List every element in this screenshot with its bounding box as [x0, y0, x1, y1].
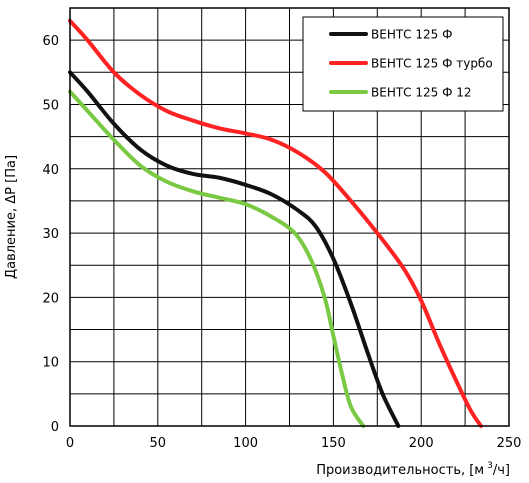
x-axis-label-superscript: 3: [487, 461, 493, 471]
x-tick-label: 200: [409, 436, 434, 451]
x-tick-label: 50: [150, 436, 167, 451]
plot-frame: [69, 7, 510, 427]
y-tick-label: 30: [42, 227, 59, 242]
y-tick-label: 50: [42, 98, 59, 113]
legend-label: ВЕНТС 125 Ф турбо: [371, 57, 493, 71]
y-tick-label: 20: [42, 291, 59, 306]
x-tick-label: 100: [233, 436, 258, 451]
legend-entries: ВЕНТС 125 Ф ВЕНТС 125 Ф турбо ВЕНТС 125 Ф …: [329, 28, 493, 100]
y-tick-label: 0: [51, 420, 59, 435]
series-line-vents-125-f-12: [68, 89, 366, 428]
x-axis-label-main: Производительность, [м: [316, 463, 484, 478]
legend-label: ВЕНТС 125 Ф: [371, 28, 452, 42]
x-tick-label: 150: [321, 436, 346, 451]
x-tick-label: 250: [497, 436, 522, 451]
x-axis-label: Производительность, [м 3/ч]: [316, 461, 510, 478]
x-tick-label: 0: [66, 436, 74, 451]
y-tick-label: 10: [42, 356, 59, 371]
series-line-vents-125-f-turbo: [68, 18, 483, 428]
tick-labels: 0 50 100 150 200 250 0 10 20 30 40 50 60: [42, 34, 521, 451]
y-tick-label: 40: [42, 163, 59, 178]
series-line-vents-125-f: [68, 70, 401, 428]
y-axis-label: Давление, ΔP [Па]: [4, 155, 19, 279]
series-layer: [68, 18, 483, 428]
y-tick-label: 60: [42, 34, 59, 49]
legend: ВЕНТС 125 Ф ВЕНТС 125 Ф турбо ВЕНТС 125 Ф …: [302, 16, 504, 112]
x-axis-label-end: /ч]: [493, 463, 510, 478]
legend-label: ВЕНТС 125 Ф 12: [371, 86, 472, 100]
